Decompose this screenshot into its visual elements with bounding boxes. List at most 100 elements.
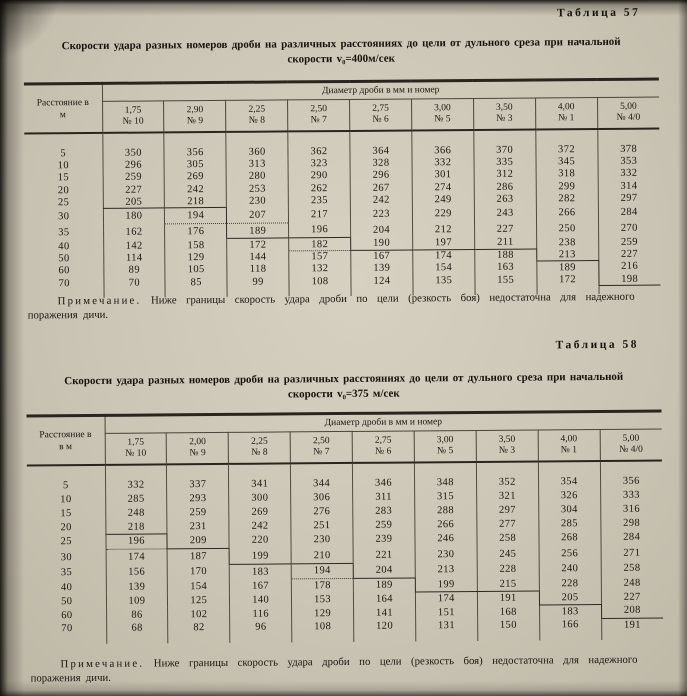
column-header: 2,50 № 7: [287, 99, 350, 132]
value-cell: 86: [106, 607, 169, 622]
column-header: 5,00 № 4/0: [597, 97, 660, 130]
value-cell: 304: [538, 502, 601, 517]
value-cell: 235: [288, 194, 351, 208]
value-cell: 266: [536, 204, 599, 221]
value-cell: 155: [474, 273, 537, 287]
value-cell: 96: [229, 620, 292, 635]
value-cell: 270: [598, 219, 661, 236]
value-cell: 210: [291, 547, 354, 564]
value-cell: 354: [538, 474, 601, 490]
spacer-cell: [290, 462, 353, 478]
distance-cell: 60: [61, 609, 73, 621]
value-cell: 230: [226, 194, 289, 208]
note-label: Примечание.: [60, 657, 145, 671]
distance-cell: 20: [60, 521, 72, 534]
table57-title-line1: Скорости удара разных номеров дроби на р…: [61, 35, 621, 53]
value-cell: 153: [291, 592, 354, 607]
value-cell: 268: [538, 530, 601, 547]
value-cell: 213: [536, 248, 599, 262]
distance-cell: 10: [57, 160, 70, 172]
value-cell: 267: [350, 181, 413, 195]
spacer-cell: [414, 461, 477, 477]
shot-number: № 1: [560, 445, 578, 456]
value-cell: 345: [535, 155, 598, 169]
value-cell: 259: [102, 171, 165, 185]
table58-note: Примечание. Ниже границы скорость удара …: [30, 653, 638, 686]
distance-cell: 70: [61, 623, 73, 635]
note-label: Примечание.: [57, 294, 142, 308]
value-cell: 144: [226, 250, 289, 264]
value-cell: 242: [229, 518, 292, 534]
column-header: 2,90 № 9: [163, 100, 227, 133]
value-cell: 108: [291, 620, 354, 635]
distance-cell: 35: [60, 567, 73, 579]
value-cell: 258: [600, 560, 663, 577]
column-header: 3,50 № 3: [473, 97, 536, 130]
value-cell: 280: [226, 170, 289, 184]
value-cell: 178: [291, 578, 354, 593]
distance-cell: 70: [58, 277, 70, 290]
spacer-cell: [226, 131, 289, 146]
value-cell: 116: [229, 606, 292, 621]
value-cell: 321: [476, 489, 539, 504]
value-cell: 348: [414, 475, 477, 491]
shot-diameter: 5,00: [622, 433, 640, 444]
value-cell: 207: [226, 207, 289, 224]
value-cell: 269: [164, 170, 227, 184]
value-cell: 250: [536, 220, 599, 237]
value-cell: 323: [288, 157, 351, 171]
value-cell: 243: [474, 205, 537, 222]
spacer-cell: [411, 129, 474, 145]
value-cell: 271: [600, 545, 663, 562]
value-cell: 194: [291, 563, 354, 580]
shot-diameter: 2,50: [312, 436, 330, 447]
column-header: 2,00 № 9: [166, 432, 229, 465]
value-cell: 220: [229, 532, 292, 549]
value-cell: 285: [105, 492, 168, 507]
value-cell: 120: [353, 619, 416, 634]
value-cell: 157: [288, 250, 351, 264]
shot-diameter: 2,25: [248, 104, 266, 115]
value-cell: 240: [538, 561, 601, 578]
value-cell: 282: [535, 192, 598, 206]
distance-cell: 50: [61, 596, 73, 608]
value-cell: 158: [165, 238, 227, 252]
spacer-cell: [535, 129, 598, 144]
value-cell: 285: [538, 516, 601, 531]
spacer-cell: [597, 128, 660, 143]
shot-number: № 9: [189, 448, 206, 459]
value-cell: 312: [473, 168, 536, 182]
value-cell: 315: [414, 489, 477, 505]
value-cell: 245: [476, 546, 539, 563]
value-cell: 162: [103, 223, 166, 240]
value-cell: 360: [226, 145, 289, 159]
value-cell: 314: [597, 179, 660, 193]
spacer-cell: [166, 463, 229, 479]
value-cell: 154: [167, 579, 230, 594]
distance-cell: 15: [57, 172, 70, 184]
spacer-cell: [415, 632, 478, 642]
value-cell: 191: [477, 590, 540, 606]
shot-diameter: 4,00: [557, 102, 575, 113]
value-cell: 306: [290, 490, 353, 506]
value-cell: 151: [415, 605, 478, 620]
value-cell: 102: [167, 607, 230, 622]
shot-diameter: 2,50: [310, 104, 328, 115]
table58-title-line2: скорости v₀=375 м/сек: [287, 387, 400, 401]
spacer-cell: [352, 462, 415, 477]
value-cell: 70: [103, 276, 166, 290]
column-header: 2,75 № 6: [349, 98, 412, 131]
shot-diameter: 2,90: [186, 105, 204, 116]
value-cell: 269: [228, 505, 291, 520]
value-cell: 230: [291, 532, 354, 549]
table58-title-line1: Скорости удара разных номеров дроби на р…: [64, 370, 624, 388]
value-cell: 277: [476, 516, 539, 532]
value-cell: 242: [164, 183, 227, 196]
shot-number: № 4/0: [619, 444, 643, 455]
value-cell: 263: [474, 193, 537, 206]
value-cell: 297: [476, 503, 539, 518]
value-cell: 344: [290, 476, 353, 492]
